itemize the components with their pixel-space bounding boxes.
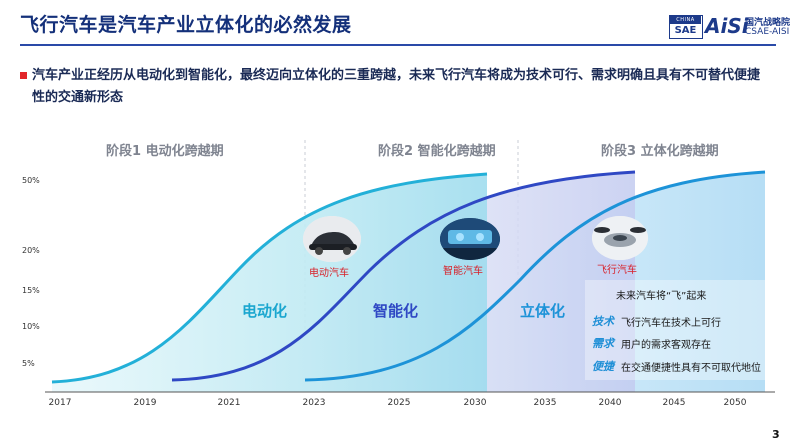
flying-car-image [592, 216, 648, 260]
annotation-text-convenience: 在交通便捷性具有不可取代地位 [621, 363, 761, 374]
logo-china: CHINA [670, 16, 701, 24]
y-tick: 10% [22, 322, 40, 331]
logo-name-en: CSAE-AISI [745, 27, 790, 37]
electric-car-image [303, 216, 361, 262]
x-tick: 2021 [217, 398, 241, 408]
annotation-text-demand: 用户的需求客观存在 [621, 340, 711, 351]
car-icon [303, 216, 361, 262]
curve-flying [304, 170, 766, 382]
annotation-panel [585, 280, 775, 380]
title-divider [20, 44, 776, 46]
bullet-square [20, 72, 27, 79]
smart-car-image [440, 218, 500, 260]
annotation-text-tech: 飞行汽车在技术上可行 [621, 318, 721, 329]
x-tick: 2045 [662, 398, 686, 408]
x-tick: 2035 [533, 398, 557, 408]
stage-2-label: 阶段2 智能化跨越期 [378, 144, 496, 159]
annotation-headline: 未来汽车将“飞”起来 [616, 291, 707, 302]
page-number: 3 [772, 428, 780, 441]
lead-text: 汽车产业正经历从电动化到智能化，最终迈向立体化的三重跨越，未来飞行汽车将成为技术… [32, 68, 761, 105]
page-title: 飞行汽车是汽车产业立体化的必然发展 [20, 14, 352, 36]
logo-aisi: AiSi [705, 14, 749, 38]
smart-car-label: 智能汽车 [443, 266, 483, 277]
cockpit-icon [440, 218, 500, 260]
stage-1-label: 阶段1 电动化跨越期 [106, 144, 224, 159]
stage-3-label: 阶段3 立体化跨越期 [601, 144, 719, 159]
x-tick: 2040 [598, 398, 622, 408]
area-label-smart: 智能化 [373, 302, 419, 320]
x-tick: 2030 [463, 398, 487, 408]
annotation-key-convenience: 便捷 [592, 360, 614, 373]
area-label-flying: 立体化 [520, 302, 566, 320]
y-tick: 5% [22, 359, 35, 368]
electric-car-label: 电动汽车 [309, 268, 349, 279]
logo: CHINA SAE AiSi 国汽战略院 CSAE-AISI [669, 14, 790, 40]
x-tick: 2050 [723, 398, 747, 408]
x-tick: 2023 [302, 398, 326, 408]
curve-smart [171, 170, 636, 382]
y-tick: 15% [22, 286, 40, 295]
annotation-key-tech: 技术 [592, 315, 614, 328]
curve-electric [51, 172, 488, 384]
logo-name-cn: 国汽战略院 [745, 18, 791, 28]
area-label-electric: 电动化 [242, 302, 288, 320]
y-tick: 20% [22, 246, 40, 255]
x-tick: 2019 [133, 398, 157, 408]
y-tick: 50% [22, 176, 40, 185]
flying-car-label: 飞行汽车 [597, 265, 637, 276]
area-electric [52, 174, 487, 392]
logo-badge: CHINA SAE [669, 15, 703, 39]
logo-sae: SAE [674, 25, 697, 36]
x-tick: 2025 [387, 398, 411, 408]
flying-car-icon [592, 216, 648, 260]
x-tick: 2017 [48, 398, 72, 408]
annotation-key-demand: 需求 [592, 337, 614, 350]
